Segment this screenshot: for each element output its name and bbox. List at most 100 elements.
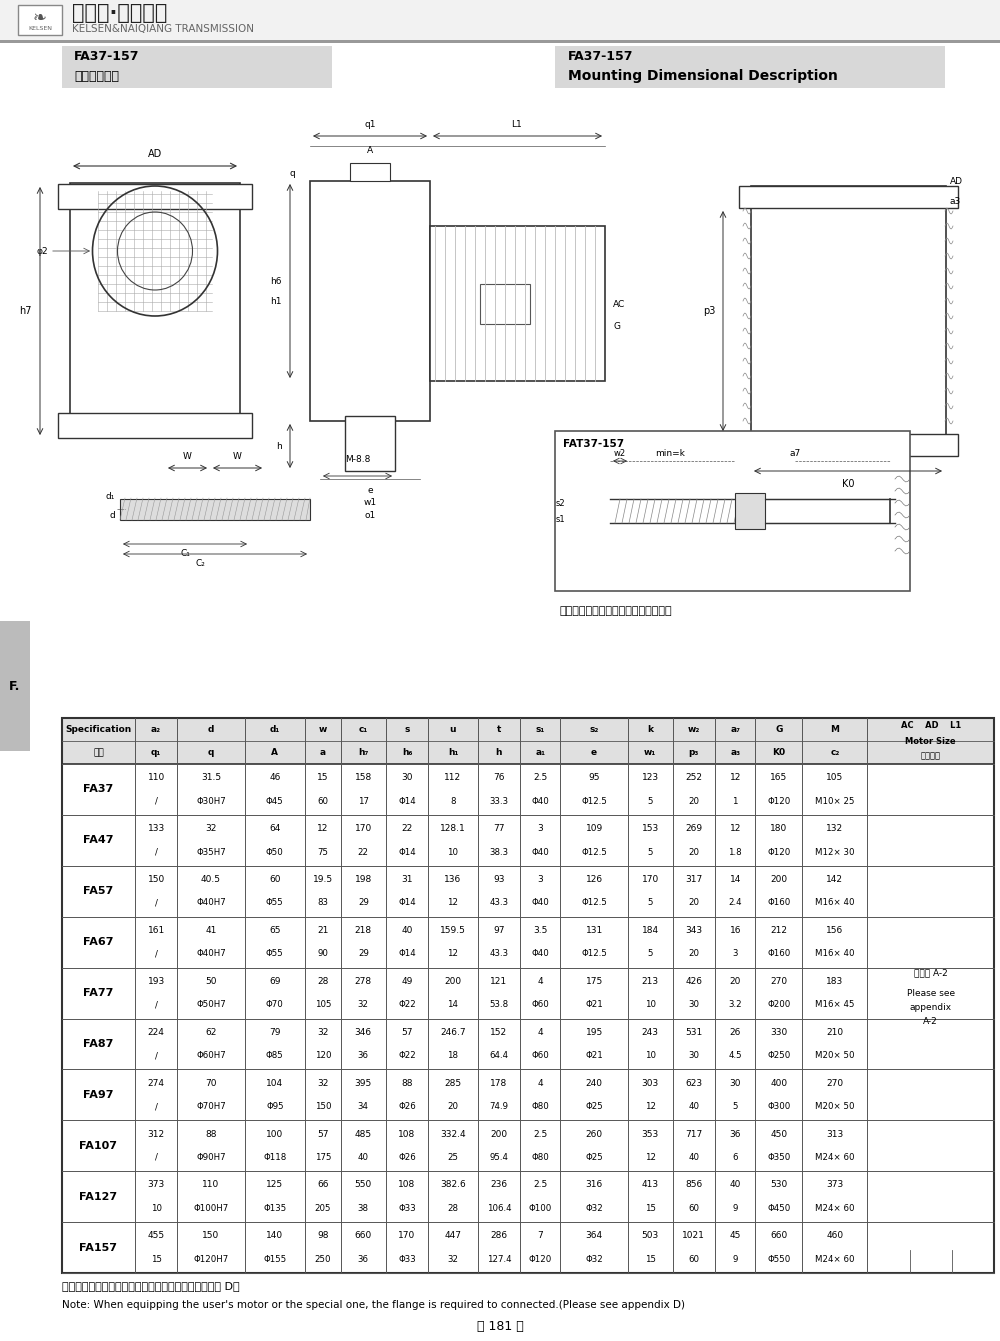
Text: 198: 198 xyxy=(355,876,372,884)
Text: 43.3: 43.3 xyxy=(489,898,508,908)
Text: a7: a7 xyxy=(789,448,801,457)
Text: 20: 20 xyxy=(447,1102,458,1112)
Text: 15: 15 xyxy=(317,774,329,782)
Bar xyxy=(0,0,1000,42)
Text: Φ25: Φ25 xyxy=(585,1153,603,1161)
Text: 165: 165 xyxy=(770,774,788,782)
Text: 224: 224 xyxy=(148,1027,165,1037)
Text: h1: h1 xyxy=(270,296,282,306)
Text: w₂: w₂ xyxy=(688,725,700,734)
Text: M16× 40: M16× 40 xyxy=(815,898,855,908)
Text: 218: 218 xyxy=(355,925,372,935)
Text: 382.6: 382.6 xyxy=(440,1180,466,1189)
Text: 210: 210 xyxy=(826,1027,843,1037)
Text: 76: 76 xyxy=(493,774,505,782)
Text: Φ12.5: Φ12.5 xyxy=(581,898,607,908)
Text: 70: 70 xyxy=(205,1078,217,1088)
Text: Mounting Dimensional Description: Mounting Dimensional Description xyxy=(568,68,838,83)
Text: φ2: φ2 xyxy=(36,247,48,256)
Text: Φ22: Φ22 xyxy=(398,1000,416,1010)
Text: q1: q1 xyxy=(364,119,376,129)
Text: 159.5: 159.5 xyxy=(440,925,466,935)
Bar xyxy=(430,227,605,381)
Text: 426: 426 xyxy=(685,976,702,986)
Text: 83: 83 xyxy=(318,898,329,908)
Text: 126: 126 xyxy=(586,876,603,884)
Text: 5: 5 xyxy=(647,848,653,857)
Text: K0: K0 xyxy=(842,479,854,489)
Text: AD: AD xyxy=(950,177,963,185)
Text: 38.3: 38.3 xyxy=(489,848,508,857)
Text: 485: 485 xyxy=(355,1129,372,1139)
Text: q₁: q₁ xyxy=(151,748,161,758)
Text: 41: 41 xyxy=(205,925,217,935)
Text: 20: 20 xyxy=(688,949,699,959)
Text: Φ120: Φ120 xyxy=(767,797,791,806)
Ellipse shape xyxy=(96,320,214,430)
Text: 18: 18 xyxy=(447,1051,458,1061)
Text: Φ70H7: Φ70H7 xyxy=(196,1102,226,1112)
Text: 623: 623 xyxy=(685,1078,702,1088)
Text: 15: 15 xyxy=(645,1204,656,1212)
Text: 252: 252 xyxy=(685,774,702,782)
Text: C₂: C₂ xyxy=(195,559,205,569)
Text: 60: 60 xyxy=(318,797,329,806)
Text: Φ25: Φ25 xyxy=(585,1102,603,1112)
Text: h₁: h₁ xyxy=(448,748,458,758)
Text: h: h xyxy=(276,441,282,451)
Text: 31: 31 xyxy=(401,876,413,884)
Text: 1021: 1021 xyxy=(682,1231,705,1240)
Text: Φ40: Φ40 xyxy=(531,848,549,857)
Text: 75: 75 xyxy=(318,848,329,857)
Bar xyxy=(310,181,430,421)
Bar xyxy=(350,164,390,181)
Text: FA157: FA157 xyxy=(79,1243,117,1252)
Text: /: / xyxy=(155,797,158,806)
Text: Φ120H7: Φ120H7 xyxy=(193,1255,229,1263)
Bar xyxy=(555,46,945,89)
Text: /: / xyxy=(155,898,158,908)
Text: AC    AD    L1: AC AD L1 xyxy=(901,721,961,731)
Text: 312: 312 xyxy=(148,1129,165,1139)
Text: 150: 150 xyxy=(147,876,165,884)
Text: F.: F. xyxy=(9,680,21,692)
Text: Φ45: Φ45 xyxy=(266,797,284,806)
Text: /: / xyxy=(155,949,158,959)
Text: s1: s1 xyxy=(555,515,565,523)
Text: 178: 178 xyxy=(490,1078,508,1088)
Text: 236: 236 xyxy=(490,1180,507,1189)
Text: /: / xyxy=(155,1153,158,1161)
Text: Motor Size: Motor Size xyxy=(905,736,956,746)
Text: G: G xyxy=(775,725,783,734)
Text: C₁: C₁ xyxy=(180,548,190,558)
Ellipse shape xyxy=(92,186,218,316)
Text: 455: 455 xyxy=(148,1231,165,1240)
Text: AD: AD xyxy=(148,149,162,160)
Text: 317: 317 xyxy=(685,876,702,884)
Text: q: q xyxy=(289,169,295,177)
Text: A: A xyxy=(271,748,278,758)
Text: k: k xyxy=(647,725,653,734)
Text: 77: 77 xyxy=(493,825,505,833)
Text: Φ30H7: Φ30H7 xyxy=(196,797,226,806)
Text: Φ50: Φ50 xyxy=(266,848,284,857)
Text: 195: 195 xyxy=(585,1027,603,1037)
Text: FA37: FA37 xyxy=(83,784,114,794)
Text: 125: 125 xyxy=(266,1180,283,1189)
Text: 60: 60 xyxy=(269,876,281,884)
Text: 安装结构尺寸: 安装结构尺寸 xyxy=(74,70,119,83)
Text: 170: 170 xyxy=(355,825,372,833)
Text: Φ12.5: Φ12.5 xyxy=(581,797,607,806)
Text: Φ40: Φ40 xyxy=(531,797,549,806)
Text: 5: 5 xyxy=(647,898,653,908)
Text: t: t xyxy=(497,725,501,734)
Text: 447: 447 xyxy=(444,1231,461,1240)
Text: Φ90H7: Φ90H7 xyxy=(196,1153,226,1161)
Text: 240: 240 xyxy=(586,1078,603,1088)
Text: 332.4: 332.4 xyxy=(440,1129,466,1139)
Text: o1: o1 xyxy=(364,511,376,520)
Text: 109: 109 xyxy=(585,825,603,833)
Text: w: w xyxy=(319,725,327,734)
Text: Φ250: Φ250 xyxy=(767,1051,791,1061)
Text: 28: 28 xyxy=(447,1204,458,1212)
